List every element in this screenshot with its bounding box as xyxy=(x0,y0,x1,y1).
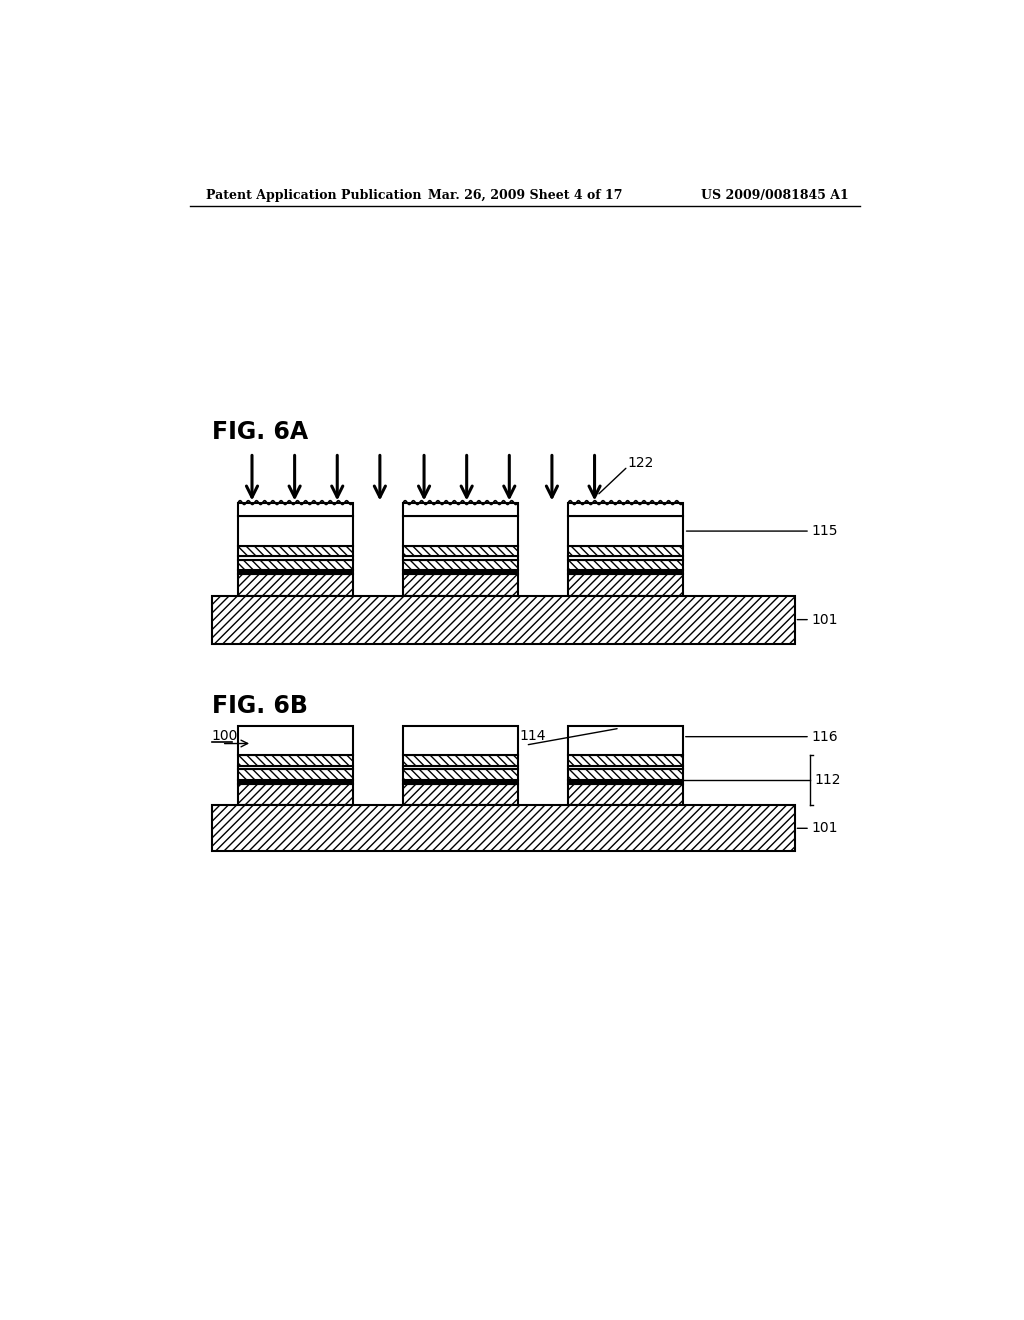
Bar xyxy=(238,503,352,516)
Text: 116: 116 xyxy=(812,730,839,743)
Text: 115: 115 xyxy=(812,524,838,539)
Bar xyxy=(403,574,518,595)
Bar xyxy=(403,557,518,560)
Bar xyxy=(238,755,352,766)
Bar xyxy=(238,516,352,545)
Bar xyxy=(568,557,683,560)
Bar xyxy=(403,784,518,805)
Bar xyxy=(238,574,352,595)
Bar xyxy=(568,516,683,545)
Bar xyxy=(212,595,795,644)
Bar xyxy=(212,805,795,851)
Text: 112: 112 xyxy=(815,772,841,787)
Bar xyxy=(568,570,683,574)
Bar xyxy=(238,770,352,780)
Text: 122: 122 xyxy=(628,457,654,470)
Bar xyxy=(403,516,518,545)
Text: Mar. 26, 2009 Sheet 4 of 17: Mar. 26, 2009 Sheet 4 of 17 xyxy=(428,189,622,202)
Bar xyxy=(238,570,352,574)
Bar xyxy=(568,726,683,755)
Bar xyxy=(568,560,683,570)
Text: 101: 101 xyxy=(812,821,838,836)
Bar xyxy=(568,784,683,805)
Bar xyxy=(238,784,352,805)
Bar xyxy=(403,503,518,516)
Bar xyxy=(238,557,352,560)
Bar xyxy=(403,545,518,557)
Bar xyxy=(403,780,518,784)
Bar xyxy=(568,545,683,557)
Bar xyxy=(238,726,352,755)
Bar xyxy=(568,574,683,595)
Bar xyxy=(403,755,518,766)
Text: US 2009/0081845 A1: US 2009/0081845 A1 xyxy=(701,189,849,202)
Bar xyxy=(403,560,518,570)
Bar xyxy=(403,766,518,770)
Bar xyxy=(568,755,683,766)
Bar xyxy=(238,545,352,557)
Text: 114: 114 xyxy=(519,729,546,743)
Bar xyxy=(238,560,352,570)
Text: 101: 101 xyxy=(812,612,838,627)
Text: FIG. 6B: FIG. 6B xyxy=(212,693,307,718)
Bar xyxy=(568,770,683,780)
Bar xyxy=(568,780,683,784)
Text: 100: 100 xyxy=(212,729,238,743)
Bar xyxy=(238,766,352,770)
Bar xyxy=(403,726,518,755)
Text: FIG. 6A: FIG. 6A xyxy=(212,420,308,445)
Bar xyxy=(568,503,683,516)
Bar xyxy=(238,780,352,784)
Bar xyxy=(403,570,518,574)
Text: Patent Application Publication: Patent Application Publication xyxy=(206,189,421,202)
Bar xyxy=(568,766,683,770)
Bar xyxy=(403,770,518,780)
